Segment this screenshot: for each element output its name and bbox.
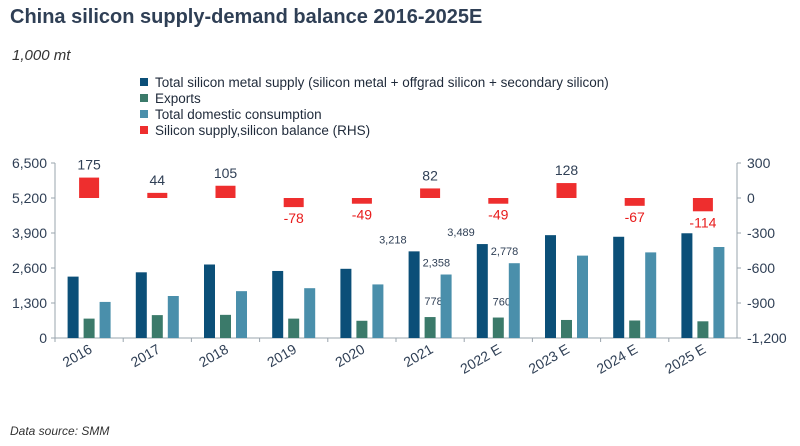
data-label-balance: 105 [214, 165, 238, 181]
bar-supply [135, 272, 147, 338]
y-tick-label-right: -900 [747, 295, 775, 311]
legend-label-consumption: Total domestic consumption [155, 106, 322, 122]
bar-consumption [167, 296, 179, 338]
bar-balance [556, 183, 577, 198]
bar-exports [220, 314, 231, 338]
y-tick-label-right: 300 [747, 155, 771, 171]
legend-item-balance: Silicon supply,silicon balance (RHS) [140, 122, 371, 138]
legend-swatch-supply [140, 78, 148, 86]
data-label-balance: -114 [689, 214, 716, 230]
x-tick-label: 2018 [196, 341, 231, 371]
bar-balance [283, 198, 304, 208]
x-tick-label: 2016 [60, 341, 95, 371]
bar-supply [476, 244, 488, 338]
data-label-balance: 44 [150, 172, 166, 188]
bar-exports [492, 317, 504, 338]
legend-item-consumption: Total domestic consumption [140, 106, 322, 122]
y-tick-label-right: -300 [747, 225, 775, 241]
data-label-balance: -67 [625, 209, 645, 225]
bar-consumption [713, 247, 725, 338]
legend-label-balance: Silicon supply,silicon balance (RHS) [155, 122, 371, 138]
bar-balance [692, 198, 713, 212]
x-tick-label: 2025 E [662, 341, 708, 377]
data-label-supply: 3,218 [379, 234, 407, 246]
data-label-exports: 760 [493, 297, 511, 309]
x-tick-label: 2024 E [594, 341, 640, 377]
data-label-consumption: 2,358 [423, 258, 451, 270]
legend-label-exports: Exports [155, 90, 201, 106]
bar-supply [272, 270, 284, 338]
bar-supply [545, 235, 556, 338]
y-tick-label-left: 5,200 [12, 190, 47, 206]
bar-exports [151, 315, 163, 338]
bar-consumption [304, 288, 316, 338]
bar-exports [629, 320, 641, 338]
x-tick-label: 2023 E [526, 341, 572, 377]
y-tick-label-left: 6,500 [12, 155, 47, 171]
bar-balance [147, 192, 168, 198]
y-tick-label-right: -1,200 [747, 330, 787, 346]
data-label-balance: -49 [352, 207, 372, 223]
bar-balance [420, 188, 441, 198]
x-tick-label: 2019 [264, 341, 299, 371]
bar-consumption [440, 274, 452, 338]
y-tick-label-left: 3,900 [12, 225, 47, 241]
data-label-consumption: 2,778 [491, 246, 519, 258]
bar-consumption [577, 255, 588, 338]
y-tick-label-right: 0 [747, 190, 755, 206]
y-tick-label-left: 0 [39, 330, 47, 346]
data-label-supply: 3,489 [447, 227, 475, 239]
x-tick-label: 2021 [401, 341, 436, 371]
data-label-exports: 778 [424, 296, 442, 308]
legend-label-supply: Total silicon metal supply (silicon meta… [155, 74, 609, 90]
bar-consumption [236, 291, 247, 338]
bar-exports [83, 318, 95, 338]
chart-title: China silicon supply-demand balance 2016… [10, 6, 483, 28]
legend-item-supply: Total silicon metal supply (silicon meta… [140, 74, 609, 90]
unit-label: 1,000 mt [12, 47, 71, 64]
bar-consumption [99, 301, 111, 338]
bar-supply [681, 233, 693, 338]
legend-swatch-exports [140, 94, 148, 102]
bar-balance [351, 198, 372, 204]
bar-supply [408, 251, 420, 338]
x-tick-label: 2020 [332, 341, 367, 371]
bar-consumption [372, 284, 384, 338]
bar-exports [424, 317, 436, 338]
x-tick-label: 2022 E [457, 341, 503, 377]
bar-balance [215, 185, 236, 198]
data-label-balance: 175 [77, 157, 101, 173]
bar-consumption [645, 252, 657, 338]
data-label-balance: -49 [488, 207, 508, 223]
data-source: Data source: SMM [10, 424, 110, 438]
bar-supply [613, 236, 625, 338]
legend-swatch-balance [140, 126, 148, 134]
bar-exports [697, 321, 709, 338]
bar-exports [288, 318, 300, 338]
legend-item-exports: Exports [140, 90, 201, 106]
bar-balance [79, 177, 100, 198]
bar-exports [356, 320, 368, 338]
y-tick-label-left: 1,300 [12, 295, 47, 311]
bar-balance [624, 198, 645, 206]
y-tick-label-right: -600 [747, 260, 775, 276]
bar-supply [67, 276, 79, 338]
bar-exports [561, 319, 572, 338]
bar-supply [204, 264, 215, 338]
data-label-balance: 128 [555, 162, 579, 178]
bar-consumption [508, 263, 520, 338]
bar-balance [488, 198, 509, 204]
legend-swatch-consumption [140, 110, 148, 118]
data-label-balance: 82 [422, 167, 438, 183]
y-tick-label-left: 2,600 [12, 260, 47, 276]
x-tick-label: 2017 [128, 341, 163, 371]
bar-supply [340, 268, 352, 338]
data-label-balance: -78 [284, 210, 304, 226]
